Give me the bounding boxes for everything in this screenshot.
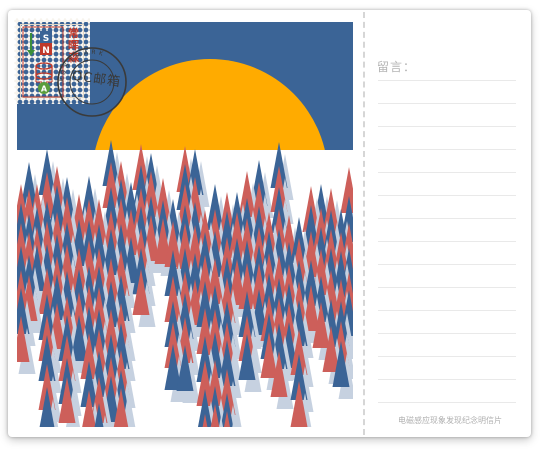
pine-tree [70,315,88,361]
pine-tree [196,281,214,327]
pine-tree [202,414,208,427]
pine-tree [290,329,308,375]
message-line [378,287,516,288]
pine-tree [290,381,308,427]
pine-tree [94,403,104,427]
tree-group [17,140,353,427]
pine-tree [206,258,224,304]
pine-tree [220,393,234,427]
pine-tree [102,162,120,208]
pine-tree [206,360,224,406]
tree-shadow [102,415,108,427]
tree-shadow [210,426,212,427]
stamp-title: 常晖森 [68,27,79,64]
pine-tree [176,345,194,391]
coil-icon [35,62,53,83]
pine-tree [210,404,220,427]
pine-tree [39,387,55,427]
message-line [378,356,516,357]
pine-tree [312,302,330,348]
stamp-art-border [22,26,64,98]
postmark-outer-ring [57,47,127,117]
stamp-artwork: S N A [22,26,64,98]
message-line [378,172,516,173]
pine-tree [102,229,120,275]
pine-tree [224,411,230,427]
pine-tree [250,182,268,228]
pine-tree [164,221,182,267]
tree-shadow [218,416,224,427]
pine-tree [80,333,98,379]
pine-tree [332,341,350,387]
pine-tree [302,260,320,306]
pine-tree [260,332,278,378]
pine-tree [322,326,340,372]
pine-tree [38,335,56,381]
pine-tree [197,389,213,427]
pine-tree [270,142,288,188]
arrow-down-icon [27,33,35,56]
message-line [378,241,516,242]
pine-tree [132,269,150,315]
postcard-divider [363,12,365,435]
pine-tree [164,276,182,322]
message-line [378,310,516,311]
message-line [378,126,516,127]
message-line [378,195,516,196]
pine-tree [302,285,320,331]
pine-tree [196,336,214,382]
pine-tree [113,388,129,427]
pine-tree [250,263,268,309]
pine-tree [17,316,30,362]
message-line [378,80,516,81]
pine-tree [186,225,204,271]
pine-tree [218,369,236,415]
pine-tree [238,291,256,337]
message-line [378,149,516,150]
magnet-icon: S N [40,31,52,56]
forest-scene [17,22,353,427]
message-line [378,402,516,403]
magnet-s-label: S [43,34,49,44]
pine-tree [290,354,308,400]
pine-tree [82,390,96,427]
message-line [378,379,516,380]
pine-tree [164,344,182,390]
pine-tree [228,212,246,258]
pine-tree [102,309,120,355]
message-line [378,103,516,104]
pine-tree [218,340,236,386]
postmark: POSTMARK [57,47,127,117]
pine-tree [238,263,256,309]
pine-tree [238,334,256,380]
message-label: 留言： [377,60,417,74]
pine-tree [214,426,216,427]
postcard-caption: 电磁感应现象发现纪念明信片 [398,416,502,425]
pine-tree [206,184,224,230]
pine-tree [80,361,98,407]
message-line [378,264,516,265]
message-line [378,218,516,219]
message-line [378,333,516,334]
postmark-inner-ring [69,59,115,105]
magnet-n-label: N [42,46,50,56]
galvanometer-label: A [41,85,48,94]
pine-tree [58,377,76,423]
pine-tree [164,250,182,296]
pine-tree [270,351,288,397]
tree-shadow [232,423,234,427]
pine-tree [38,268,56,314]
pine-tree [20,162,38,208]
pine-tree [206,285,224,331]
forest-sunset-illustration [17,22,353,427]
galvanometer-icon: A [38,82,50,94]
